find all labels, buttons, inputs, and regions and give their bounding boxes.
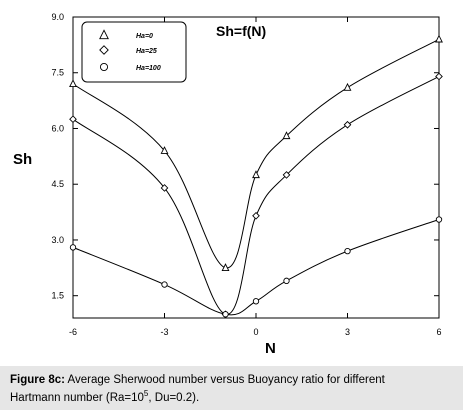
chart-title: Sh=f(N) <box>216 23 266 39</box>
series-1-point <box>69 79 77 88</box>
y-tick-label: 1.5 <box>51 291 64 301</box>
y-tick-label: 9.0 <box>51 12 64 22</box>
series-2-point <box>69 115 77 124</box>
series-2-point <box>435 72 443 81</box>
legend: Ha=0 Ha=25 Ha=100 <box>81 21 187 83</box>
series-1-point <box>343 82 352 91</box>
y-axis-title: Sh <box>13 151 32 168</box>
x-tick-label: 6 <box>436 327 441 337</box>
series-markers <box>69 34 443 319</box>
series-3-point <box>222 311 229 318</box>
x-tick-label: 0 <box>253 327 258 337</box>
series-3-point <box>252 298 260 305</box>
series-3-point <box>344 247 351 255</box>
x-axis-title: N <box>265 340 276 357</box>
y-tick-label: 6.0 <box>51 123 64 133</box>
series-1-point <box>282 131 291 140</box>
series-1-point <box>221 263 230 271</box>
figure-caption: Figure 8c: Average Sherwood number versu… <box>0 366 463 410</box>
x-tick-label: 3 <box>345 327 350 337</box>
series-1-point <box>252 170 260 179</box>
series-3-point <box>161 281 168 288</box>
series-1-point <box>435 34 443 43</box>
series-2-point <box>282 171 291 179</box>
series-2-point <box>160 184 169 192</box>
series-1-point <box>160 146 169 154</box>
y-axis-ticks: 1.5 3.0 4.5 6.0 7.5 9.0 <box>51 12 439 301</box>
x-tick-label: -3 <box>160 327 168 337</box>
legend-markers <box>99 29 109 72</box>
caption-text-line1: Average Sherwood number versus Buoyancy … <box>67 374 385 386</box>
series-line-2 <box>72 76 440 315</box>
legend-label-ha0: Ha=0 <box>136 33 153 40</box>
legend-marker-2 <box>99 45 109 55</box>
caption-ra-exponent: 5 <box>143 389 149 398</box>
y-tick-label: 7.5 <box>51 68 64 78</box>
legend-label-ha100: Ha=100 <box>136 65 161 72</box>
legend-marker-1 <box>99 29 109 40</box>
series-3-point <box>69 244 77 251</box>
x-axis-ticks: -6 -3 0 3 6 <box>69 17 442 337</box>
series-2-point <box>252 211 260 220</box>
caption-label: Figure 8c: <box>10 374 65 386</box>
series-2-point <box>343 120 352 129</box>
legend-marker-3 <box>99 62 109 72</box>
x-tick-label: -6 <box>69 327 77 337</box>
y-tick-label: 3.0 <box>51 235 64 245</box>
legend-box <box>81 21 187 83</box>
caption-text-line2-start: Hartmann number (Ra=10 <box>10 391 144 404</box>
series-3-point <box>435 216 443 223</box>
legend-label-ha25: Ha=25 <box>136 48 157 55</box>
y-tick-label: 4.5 <box>51 179 64 189</box>
chart-plot: -6 -3 0 3 6 1.53.04.56.07.59.0 Sh N Sh=f(N) … <box>13 12 443 357</box>
series-3-point <box>283 277 290 285</box>
caption-text-line2-end: , Du=0.2). <box>148 391 200 404</box>
chart-figure: -6 -3 0 3 6 1.5 3.0 4.5 6.0 7.5 9.0 Sh N Sh=f(N) … <box>13 12 443 357</box>
